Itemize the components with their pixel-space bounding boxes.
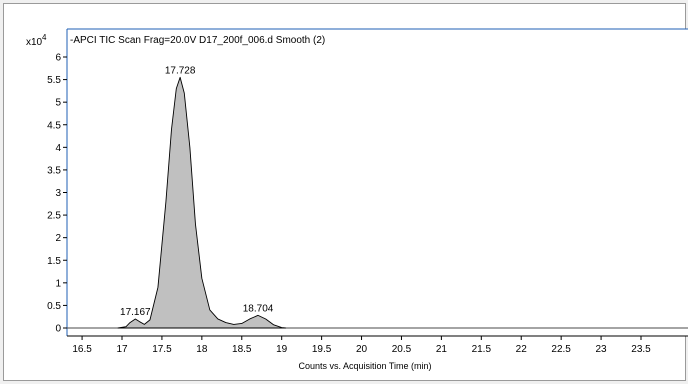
y-tick-label: 2.5: [47, 211, 61, 222]
y-tick-label: 5.5: [47, 75, 61, 86]
y-multiplier-exponent: 4: [42, 33, 47, 42]
x-tick-label: 16.5: [72, 344, 92, 355]
y-tick-label: 4.5: [47, 120, 61, 131]
chart-title: -APCI TIC Scan Frag=20.0V D17_200f_006.d…: [70, 35, 325, 46]
y-multiplier-label: x10: [26, 37, 43, 48]
x-tick-label: 19: [276, 344, 288, 355]
series-layer: [67, 76, 688, 329]
peak-label: 17.167: [120, 307, 151, 318]
series-area-0: [117, 76, 287, 329]
x-tick-label: 18.5: [232, 344, 252, 355]
x-axis-label: Counts vs. Acquisition Time (min): [298, 361, 431, 371]
y-tick-label: 3: [55, 188, 61, 199]
x-tick-label: 22: [516, 344, 528, 355]
y-tick-label: 1.5: [47, 256, 61, 267]
y-tick-label: 3.5: [47, 165, 61, 176]
x-tick-label: 18: [196, 344, 208, 355]
y-tick-label: 1: [55, 278, 61, 289]
x-tick-label: 17: [116, 344, 128, 355]
y-multiplier: x10 4: [26, 33, 47, 48]
x-tick-label: 23.5: [631, 344, 651, 355]
y-tick-label: 4: [55, 143, 61, 154]
peak-label: 18.704: [243, 303, 274, 314]
x-tick-label: 21.5: [472, 344, 492, 355]
y-tick-label: 2: [55, 233, 61, 244]
x-tick-label: 23: [596, 344, 608, 355]
x-tick-label: 17.5: [152, 344, 172, 355]
x-tick-label: 20: [356, 344, 368, 355]
y-tick-label: 0: [55, 324, 61, 335]
peak-label: 17.728: [165, 65, 196, 76]
y-tick-label: 6: [55, 53, 61, 64]
x-tick-label: 20.5: [392, 344, 412, 355]
x-tick-label: 22.5: [551, 344, 571, 355]
x-tick-label: 21: [436, 344, 448, 355]
x-tick-label: 19.5: [312, 344, 332, 355]
axes-layer: 16.5 17 17.5 18 18.5 19 19.5 20 20.5 21 21.5 22 22.5…: [47, 53, 688, 355]
y-tick-label: 0.5: [47, 301, 61, 312]
peak-labels-layer: 17.167 17.728 18.704: [120, 65, 274, 318]
y-tick-label: 5: [55, 98, 61, 109]
